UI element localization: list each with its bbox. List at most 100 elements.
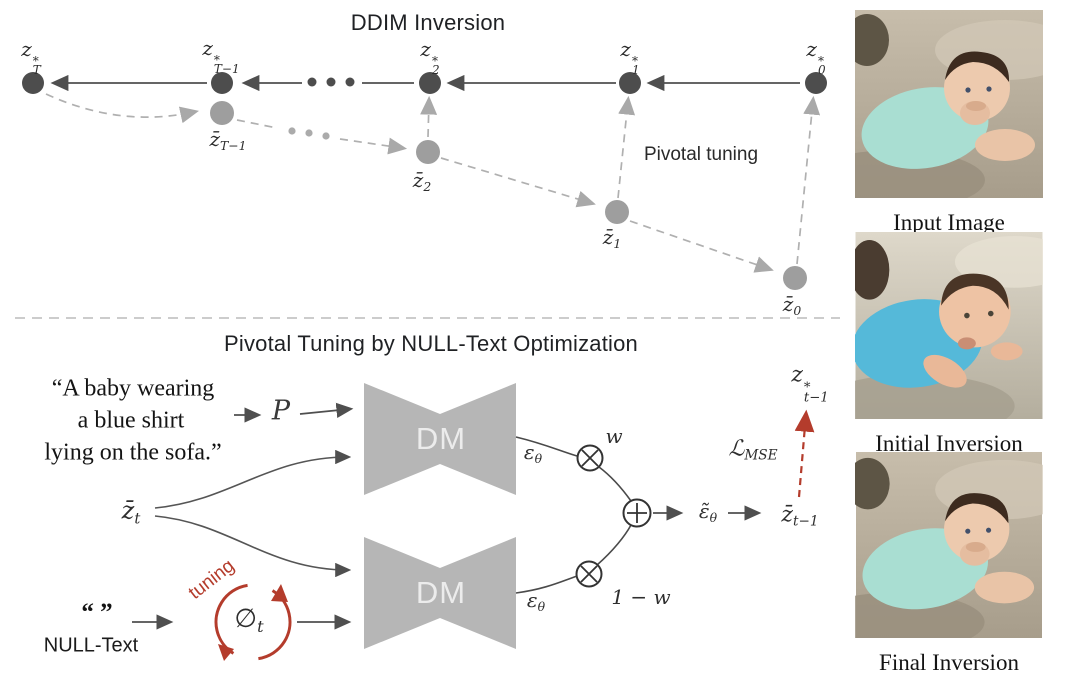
script-p-symbol: P [271,395,291,427]
math-base: ℒ [728,436,745,462]
math-sub: T [32,63,41,77]
multiply-w-node [576,444,604,472]
empty-set-symbol: ∅ [234,603,258,634]
top-title: DDIM Inversion [350,10,506,35]
node-z-bar-T1 [210,101,234,125]
label-mse-loss: ℒMSE [728,436,777,463]
prompt-line-3: lying on the sofa.” [44,439,222,466]
ellipsis-dots-gray [288,127,330,140]
node-z-bar-0 [783,266,807,290]
node-z-star-1 [619,72,641,94]
math-base: z̄ [121,496,135,525]
node-z-star-T1 [211,72,233,94]
math-sup: * [213,53,220,67]
math-sub: t [257,617,264,637]
math-sub: 0 [817,63,826,77]
math-sub: MSE [744,447,778,464]
guidance-combination-curves [515,436,632,594]
label-z-star-2: z * 2 [420,37,440,77]
ellipsis-dots-dark [307,77,355,87]
math-sup: * [631,54,638,68]
math-base: ε̃ [698,499,710,524]
prompt-line-1: “A baby wearing [51,375,215,402]
label-eps-theta-bottom: εθ [527,588,545,614]
node-z-bar-1 [605,200,629,224]
multiply-1w-node [575,560,603,588]
pivotal-tuning-label: Pivotal tuning [643,144,759,165]
prompt-line-2: a blue shirt [77,407,185,434]
math-sub: θ [709,509,718,525]
empty-string-quotes: “ ” [81,599,113,626]
label-w: w [605,424,623,448]
math-base: z̄ [602,225,614,250]
label-z-bar-prev: z̄t−1 [781,502,818,529]
bottom-title: Pivotal Tuning by NULL-Text Optimization [224,331,638,356]
math-sub: 0 [793,302,802,318]
dm-label-bottom: DM [415,575,467,610]
label-z-bar-2: z̄2 [413,168,431,194]
label-z-bar-1: z̄1 [603,225,621,251]
node-z-star-T [22,72,44,94]
math-base: z [21,37,32,61]
math-base: ε [523,440,535,465]
tuning-cycle-icon [214,583,292,661]
label-eps-tilde: ε̃θ [699,499,717,525]
node-z-star-0 [805,72,827,94]
math-sub: T−1 [220,137,247,153]
math-sub: 2 [423,178,432,194]
caption-input-image: Input Image [893,210,1005,235]
pivotal-dashed-path [45,93,821,273]
math-sub: t [134,509,141,528]
zbar-t-split-curves [154,449,352,578]
math-base: ε [526,588,538,613]
label-z-star-prev: z * t−1 [791,362,828,405]
initial-inversion-photo [855,232,1043,419]
math-sub: t−1 [793,513,819,530]
caption-final-inversion: Final Inversion [879,650,1019,675]
math-base: z̄ [782,292,794,317]
label-z-star-T1: z * T−1 [202,36,240,76]
label-z-star-1: z * 1 [620,37,640,77]
node-z-star-2 [419,72,441,94]
mse-loss-arrow [794,409,815,498]
dm-label-top: DM [415,421,467,456]
math-sub: 1 [613,235,622,251]
final-inversion-photo [855,452,1043,638]
final-inversion-card: Final Inversion [855,452,1043,675]
math-base: z̄ [781,502,794,528]
dm-block-top [364,383,516,495]
math-sup: * [817,54,824,68]
math-sub: 2 [431,63,440,77]
math-sup: * [803,380,811,396]
math-base: z̄ [209,127,221,152]
math-base: z [620,37,631,61]
math-base: z [791,362,803,388]
label-z-bar-T1: z̄T−1 [209,127,246,153]
math-base: z [420,37,431,61]
input-image-card: Input Image [855,10,1043,235]
math-base: z̄ [412,168,424,193]
null-text-label: NULL-Text [43,634,139,657]
label-z-star-0: z * 0 [806,37,826,77]
math-base: z [806,37,817,61]
math-sub: θ [534,450,543,466]
label-one-minus-w: 1 − w [611,585,671,609]
math-sup: * [32,54,39,68]
label-z-bar-t: z̄t [122,497,141,528]
prompt-arrows [234,402,354,423]
math-sub: θ [537,598,546,614]
initial-inversion-card: Initial Inversion [855,232,1043,456]
math-sup: * [431,54,438,68]
math-sub: T−1 [213,62,240,76]
label-phi-t: ∅t [234,604,263,636]
label-eps-theta-top: εθ [524,440,542,466]
math-sub: 1 [631,63,640,77]
label-z-star-T: z * T [21,37,41,77]
dm-blocks [364,383,516,649]
node-z-bar-2 [416,140,440,164]
dm-block-bottom [364,537,516,649]
input-image-photo [855,10,1043,198]
math-base: z [202,36,213,60]
